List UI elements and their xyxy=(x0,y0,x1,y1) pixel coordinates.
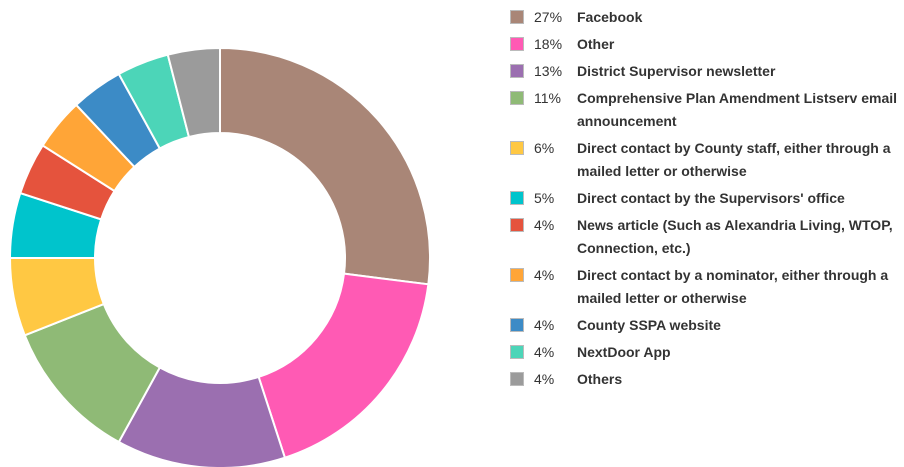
legend-swatch xyxy=(510,345,524,359)
legend-item: 6% Direct contact by County staff, either… xyxy=(510,137,904,183)
legend-swatch xyxy=(510,218,524,232)
legend-value: 18% xyxy=(534,36,563,52)
donut xyxy=(8,46,431,467)
legend-value: 4% xyxy=(534,317,555,333)
legend-value: 13% xyxy=(534,63,563,79)
legend-label: Other xyxy=(577,36,615,52)
legend-label: Comprehensive Plan Amendment Listserv em… xyxy=(577,90,898,129)
legend-swatch xyxy=(510,91,524,105)
legend-item: 27% Facebook xyxy=(510,6,904,29)
legend-value: 4% xyxy=(534,217,555,233)
slice xyxy=(257,272,430,459)
legend-value: 4% xyxy=(534,371,555,387)
legend-item: 4% NextDoor App xyxy=(510,341,904,364)
legend-value: 11% xyxy=(534,90,561,106)
legend-item: 4% County SSPA website xyxy=(510,314,904,337)
legend-swatch xyxy=(510,268,524,282)
legend-label: County SSPA website xyxy=(577,317,721,333)
legend-value: 4% xyxy=(534,344,555,360)
legend-item: 18% Other xyxy=(510,33,904,56)
legend-label: Direct contact by County staff, either t… xyxy=(577,140,891,179)
legend-value: 4% xyxy=(534,267,555,283)
legend-swatch xyxy=(510,372,524,386)
legend-swatch xyxy=(510,318,524,332)
legend-label: Facebook xyxy=(577,9,643,25)
legend-value: 27% xyxy=(534,9,563,25)
legend-label: District Supervisor newsletter xyxy=(577,63,776,79)
legend-swatch xyxy=(510,141,524,155)
legend-item: 4% Direct contact by a nominator, either … xyxy=(510,264,904,310)
legend-value: 6% xyxy=(534,140,555,156)
legend-label: Direct contact by the Supervisors' offic… xyxy=(577,190,845,206)
legend-item: 4% Others xyxy=(510,368,904,391)
legend-item: 4% News article (Such as Alexandria Livin… xyxy=(510,214,904,260)
legend-item: 5% Direct contact by the Supervisors' off… xyxy=(510,187,904,210)
legend-swatch xyxy=(510,10,524,24)
legend-swatch xyxy=(510,191,524,205)
legend-value: 5% xyxy=(534,190,555,206)
slice xyxy=(166,46,221,139)
legend: 27% Facebook 18% Other 13% District Superviso… xyxy=(510,6,904,395)
legend-label: Others xyxy=(577,371,623,387)
legend-swatch xyxy=(510,64,524,78)
legend-item: 13% District Supervisor newsletter xyxy=(510,60,904,83)
legend-item: 11% Comprehensive Plan Amendment Listserv… xyxy=(510,87,904,133)
legend-label: Direct contact by a nominator, either th… xyxy=(577,267,889,306)
legend-swatch xyxy=(510,37,524,51)
legend-label: News article (Such as Alexandria Living,… xyxy=(577,217,893,256)
legend-label: NextDoor App xyxy=(577,344,671,360)
slice xyxy=(219,46,431,286)
